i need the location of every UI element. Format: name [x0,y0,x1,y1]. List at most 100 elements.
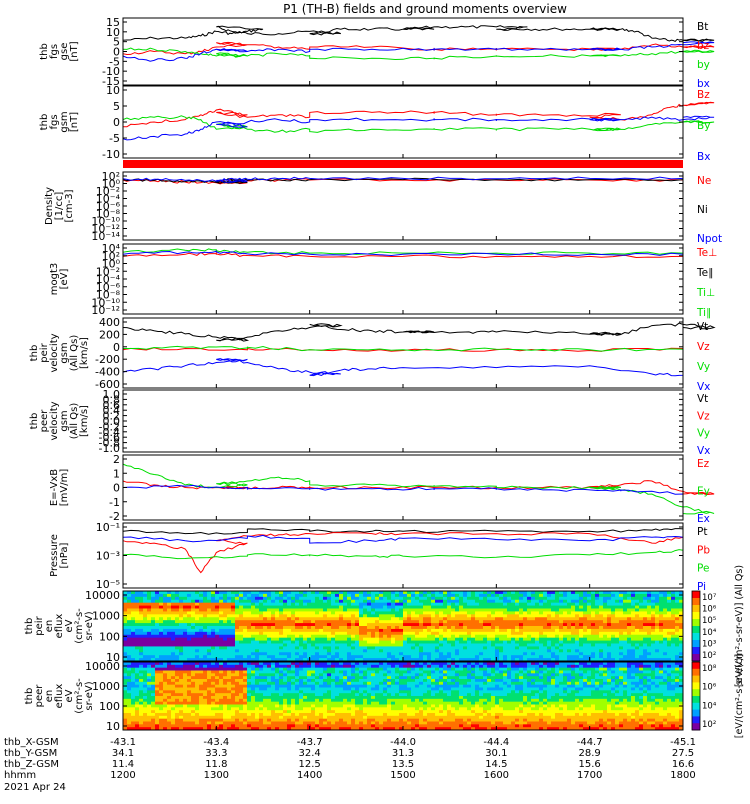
colorbar-tick-label: 10⁷ [702,593,717,603]
legend-Vy: Vy [697,428,710,440]
x-tick-value: -44.4 [483,737,509,748]
x-tick-value: 14.5 [485,759,507,770]
legend-Pb: Pb [697,544,710,556]
x-row-label: hhmm [4,770,36,781]
legend-Ne: Ne [697,175,711,187]
y-axis-label: sr-eV) [84,681,95,710]
y-tick-label: 1000 [92,680,120,693]
y-tick-label: 10 [106,84,120,97]
x-tick-value: 27.5 [672,748,694,759]
panel-peer-velocity: 1.00.80.60.40.20.0-0.2-0.4-0.6-0.8-1.0th… [29,388,710,457]
x-tick-value: 28.9 [579,748,601,759]
colorbar-tick-label: 10⁶ [702,605,717,615]
series-pe [123,550,683,559]
y-tick-label: 0 [113,482,120,495]
y-axis-label: sr-eV) [84,611,95,640]
x-tick-value: 32.4 [299,748,321,759]
x-axis-labels: thb_X-GSM-43.1-43.4-43.7-44.0-44.4-44.7-… [4,737,696,793]
x-tick-value: 33.3 [205,748,227,759]
colorbar-tick-label: 10⁸ [702,664,717,674]
y-tick-label: 100 [99,630,120,643]
legend-Ti∥: Ti∥ [696,307,711,319]
x-row-label: thb_Y-GSM [4,748,57,759]
legend-By: By [697,120,710,132]
legend-Vx: Vx [697,445,710,457]
y-tick-label: 10000 [85,660,120,673]
colorbar-tick-label: 10⁴ [702,701,717,711]
x-tick-value: -44.0 [390,737,416,748]
panel-temperature: 10⁴10²10⁰10⁻²10⁻⁴10⁻⁶10⁻⁸10⁻¹⁰10⁻¹²mogt3… [49,242,717,319]
x-tick-value: 1800 [670,770,695,781]
x-row-label: thb_X-GSM [4,737,59,748]
y-axis-label: [km/s] [79,337,90,369]
y-tick-label: -10 [102,148,120,161]
y-tick-label: 1000 [92,610,120,623]
x-tick-value: 11.8 [205,759,227,770]
y-axis-label: [mV/m] [59,469,70,507]
plot-date: 2021 Apr 24 [4,782,66,793]
x-tick-value: 31.3 [392,748,414,759]
series-bt [123,26,714,42]
x-tick-value: 1700 [577,770,602,781]
colorbar-tick-label: 10² [702,720,716,730]
colorbar-label: [eV/(cm²-s-sr-eV)] [734,654,745,738]
x-tick-value: 12.5 [299,759,321,770]
series-bx [123,116,714,140]
y-axis-label: [nPa] [59,542,70,568]
y-tick-label: 1 [113,467,120,480]
y-tick-label: 400 [99,316,120,329]
y-tick-label: 200 [99,328,120,341]
y-axis-label: [cm-3] [64,189,75,222]
x-tick-value: 1300 [204,770,229,781]
legend-Bz: Bz [697,89,710,101]
burst-indicator-bar [123,160,683,168]
y-tick-label: 5 [113,100,120,113]
legend-Npot: Npot [697,233,722,245]
y-axis-label: [km/s] [79,405,90,437]
y-axis-label: [eV] [59,269,70,290]
colorbar-tick-label: 10⁵ [702,616,716,626]
y-tick-label: 100 [99,700,120,713]
x-tick-value: -44.7 [577,737,603,748]
colorbar-tick-label: 10³ [702,639,716,649]
y-tick-label: 2 [113,453,120,466]
y-tick-label: -1 [109,496,120,509]
y-axis-label: [nT] [69,112,80,132]
series-ti [123,249,683,255]
x-tick-value: -43.4 [203,737,229,748]
legend-Ti⊥: Ti⊥ [696,287,715,299]
x-tick-value: -43.1 [110,737,136,748]
legend-Vt: Vt [697,393,708,405]
x-tick-value: -43.7 [297,737,323,748]
x-tick-value: 1400 [297,770,322,781]
colorbar-tick-label: 10² [702,651,716,661]
legend-Te∥: Te∥ [696,267,713,279]
colorbar-tick-label: 10⁴ [702,628,717,638]
legend-Ez: Ez [697,458,710,470]
y-tick-label: 10⁻¹ [96,521,120,534]
legend-Vz: Vz [697,410,710,422]
plot-title: P1 (TH-B) fields and ground moments over… [283,2,567,16]
x-tick-value: 16.6 [672,759,694,770]
legend-Ex: Ex [697,513,710,525]
x-row-label: thb_Z-GSM [4,759,59,770]
y-tick-label: 10000 [85,589,120,602]
series-bx [123,42,714,61]
legend-Te⊥: Te⊥ [696,247,717,259]
legend-Vy: Vy [697,361,710,373]
series-pi [123,535,683,543]
legend-Bx: Bx [697,151,710,163]
legend-by: by [697,59,710,71]
y-tick-label: 0 [113,116,120,129]
y-tick-label: 0 [113,341,120,354]
x-tick-value: 13.5 [392,759,414,770]
x-tick-value: 1600 [484,770,509,781]
y-axis-label: [nT] [69,41,80,61]
legend-Pt: Pt [697,526,707,538]
